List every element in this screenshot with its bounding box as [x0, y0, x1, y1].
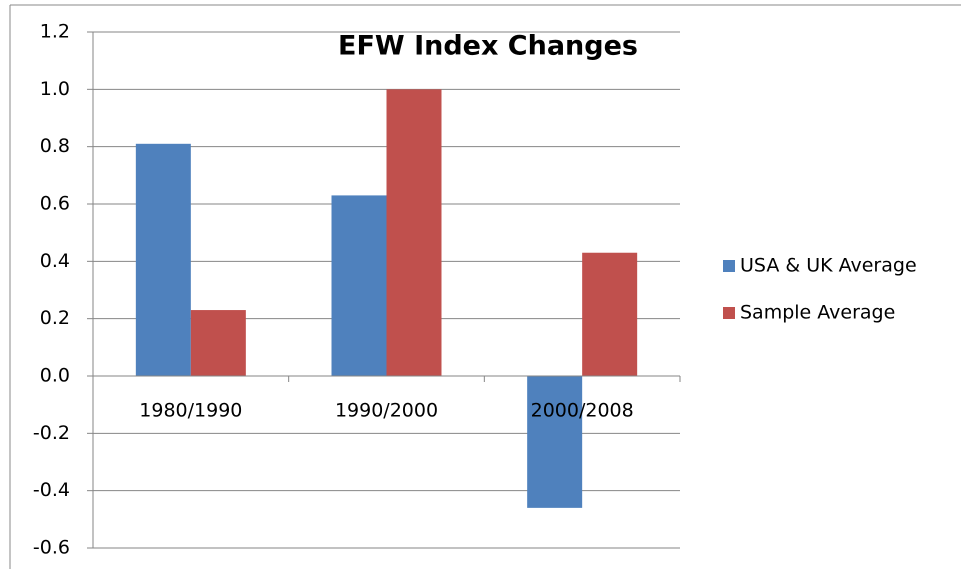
- chart-title: EFW Index Changes: [338, 31, 638, 62]
- bar: [135, 143, 191, 376]
- x-tick-label: 1980/1990: [139, 400, 242, 422]
- bar: [331, 195, 387, 376]
- x-tick-label: 1990/2000: [335, 400, 438, 422]
- x-tick-label: 2000/2008: [531, 400, 634, 422]
- legend-swatch: [723, 260, 735, 272]
- bar: [527, 376, 583, 508]
- y-tick-label: 0.6: [40, 193, 70, 215]
- bar: [386, 89, 442, 376]
- legend-label: USA & UK Average: [740, 255, 917, 277]
- y-tick-label: 1.2: [40, 21, 70, 43]
- y-tick-label: 1.0: [40, 78, 70, 100]
- legend-swatch: [723, 307, 735, 319]
- y-tick-label: 0.4: [40, 250, 70, 272]
- y-tick-label: -0.2: [33, 422, 70, 444]
- y-tick-label: -0.4: [33, 479, 70, 501]
- y-tick-label: -0.6: [33, 537, 70, 559]
- y-tick-label: 0.8: [40, 135, 70, 157]
- y-tick-label: 0.0: [40, 365, 70, 387]
- legend-label: Sample Average: [740, 302, 895, 324]
- bar: [582, 252, 638, 376]
- y-tick-label: 0.2: [40, 307, 70, 329]
- bar: [190, 310, 246, 376]
